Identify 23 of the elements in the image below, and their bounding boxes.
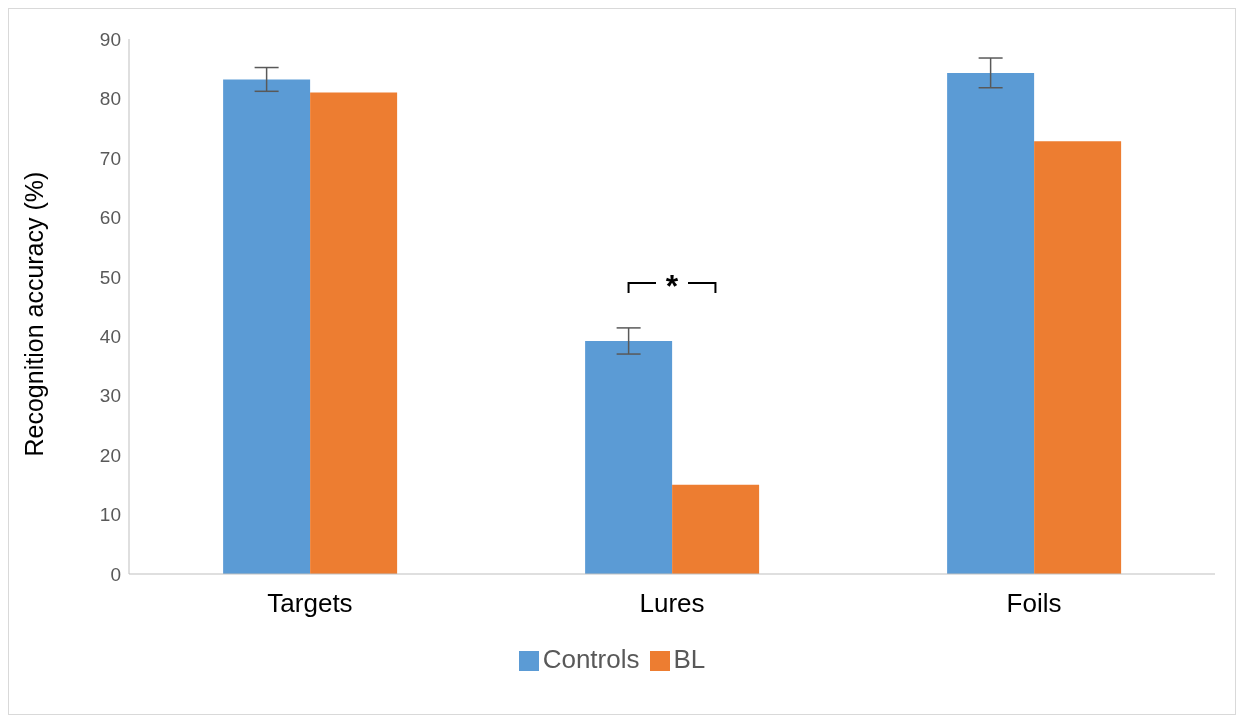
- y-tick-label: 90: [99, 28, 121, 50]
- bar: [310, 92, 398, 574]
- y-tick-label: 0: [110, 563, 121, 585]
- x-tick-label: Targets: [267, 588, 353, 619]
- bar: [223, 79, 311, 574]
- y-tick-label: 10: [99, 504, 121, 526]
- legend-label: BL: [673, 644, 706, 674]
- y-tick-label: 20: [99, 444, 121, 466]
- bar: [585, 340, 673, 574]
- x-tick-label: Foils: [1006, 588, 1062, 619]
- legend-label: Controls: [542, 644, 640, 674]
- y-tick-label: 80: [99, 88, 121, 110]
- y-tick-label: 30: [99, 385, 121, 407]
- y-tick-label: 40: [99, 325, 121, 347]
- y-axis-title: Recognition accuracy (%): [19, 171, 48, 457]
- y-tick-label: 50: [99, 266, 121, 288]
- y-tick-label: 70: [99, 147, 121, 169]
- y-tick-label: 60: [99, 207, 121, 229]
- bar: [672, 484, 760, 574]
- bar: [947, 72, 1035, 574]
- annotation: *: [665, 267, 679, 304]
- x-tick-label: Lures: [639, 588, 705, 619]
- bar: [1034, 141, 1122, 574]
